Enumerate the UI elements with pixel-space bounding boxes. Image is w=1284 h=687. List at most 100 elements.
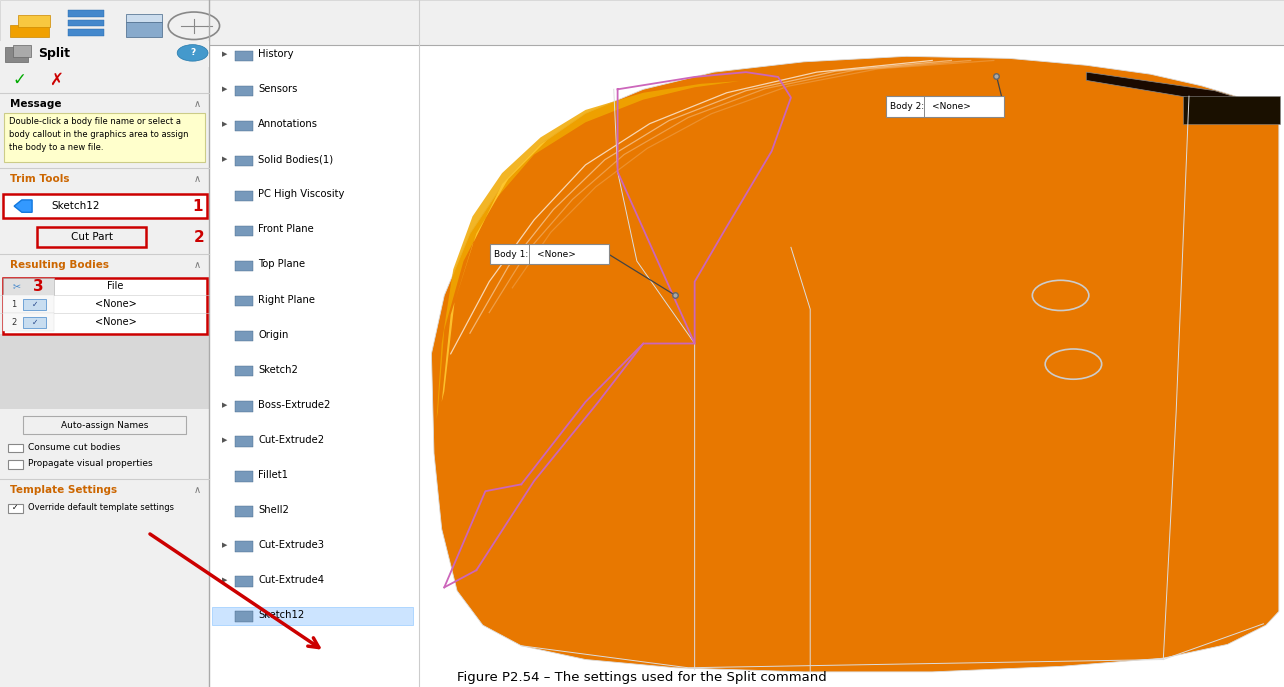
Text: Cut Part: Cut Part bbox=[71, 232, 113, 242]
Bar bbox=[235, 121, 253, 131]
Text: 2: 2 bbox=[12, 317, 17, 327]
Text: ✂: ✂ bbox=[13, 282, 21, 291]
Text: Sketch2: Sketch2 bbox=[258, 365, 298, 374]
Text: Annotations: Annotations bbox=[258, 120, 318, 129]
FancyArrow shape bbox=[14, 200, 32, 212]
Text: History: History bbox=[258, 49, 294, 59]
Text: ▶: ▶ bbox=[222, 87, 227, 92]
Bar bbox=[37, 227, 146, 247]
Text: 2: 2 bbox=[194, 229, 204, 245]
Bar bbox=[235, 331, 253, 341]
Polygon shape bbox=[442, 140, 547, 402]
Text: Boss-Extrude2: Boss-Extrude2 bbox=[258, 400, 330, 409]
Text: Auto-assign Names: Auto-assign Names bbox=[60, 420, 149, 430]
Text: ✓: ✓ bbox=[32, 317, 37, 327]
Bar bbox=[3, 295, 54, 313]
Bar bbox=[235, 611, 253, 622]
Bar bbox=[4, 113, 205, 162]
Bar bbox=[0, 45, 209, 687]
Bar bbox=[68, 29, 104, 36]
Bar bbox=[212, 607, 413, 625]
Bar bbox=[0, 334, 209, 409]
Bar bbox=[209, 45, 419, 687]
Circle shape bbox=[177, 45, 208, 61]
Text: PC High Viscosity: PC High Viscosity bbox=[258, 190, 344, 199]
Bar bbox=[419, 45, 1284, 687]
Text: <None>: <None> bbox=[932, 102, 971, 111]
Text: ∧: ∧ bbox=[194, 174, 202, 183]
Text: Body 1:: Body 1: bbox=[494, 249, 529, 259]
Bar bbox=[886, 96, 1004, 117]
Text: ✓: ✓ bbox=[13, 503, 18, 513]
Text: Resulting Bodies: Resulting Bodies bbox=[10, 260, 109, 270]
Text: Template Settings: Template Settings bbox=[10, 485, 117, 495]
Text: Shell2: Shell2 bbox=[258, 505, 289, 515]
Bar bbox=[126, 14, 162, 22]
Text: ▶: ▶ bbox=[222, 542, 227, 548]
Bar bbox=[235, 471, 253, 482]
Text: <None>: <None> bbox=[95, 317, 136, 327]
Text: ∧: ∧ bbox=[194, 100, 202, 109]
Bar bbox=[3, 278, 207, 334]
Text: Top Plane: Top Plane bbox=[258, 260, 306, 269]
Text: ▶: ▶ bbox=[222, 157, 227, 162]
Text: Sketch12: Sketch12 bbox=[51, 201, 100, 211]
Text: <None>: <None> bbox=[95, 300, 136, 309]
Text: ∧: ∧ bbox=[194, 260, 202, 270]
Bar bbox=[23, 416, 186, 434]
Bar bbox=[235, 296, 253, 306]
Bar bbox=[1183, 96, 1280, 124]
Text: ✗: ✗ bbox=[49, 71, 63, 89]
Bar bbox=[68, 19, 104, 26]
Text: Body 2:: Body 2: bbox=[890, 102, 924, 111]
Text: Split: Split bbox=[39, 47, 71, 60]
Text: Message: Message bbox=[10, 100, 62, 109]
Bar bbox=[235, 156, 253, 166]
Text: Cut-Extrude2: Cut-Extrude2 bbox=[258, 435, 324, 444]
Text: Front Plane: Front Plane bbox=[258, 225, 313, 234]
Text: ✓: ✓ bbox=[32, 300, 37, 309]
Text: ✓: ✓ bbox=[13, 71, 27, 89]
Bar bbox=[235, 506, 253, 517]
Text: Right Plane: Right Plane bbox=[258, 295, 315, 304]
Bar bbox=[235, 226, 253, 236]
Bar bbox=[235, 261, 253, 271]
Bar bbox=[68, 10, 104, 16]
Text: ?: ? bbox=[190, 48, 195, 58]
Bar bbox=[235, 401, 253, 412]
Text: Consume cut bodies: Consume cut bodies bbox=[28, 442, 121, 452]
Bar bbox=[3, 313, 54, 331]
Bar bbox=[23, 317, 46, 328]
Text: Origin: Origin bbox=[258, 330, 289, 339]
Bar bbox=[3, 194, 207, 218]
Text: 1: 1 bbox=[12, 300, 17, 309]
Text: 3: 3 bbox=[33, 279, 44, 294]
Text: Solid Bodies(1): Solid Bodies(1) bbox=[258, 155, 334, 164]
Text: Figure P2.54 – The settings used for the Split command: Figure P2.54 – The settings used for the… bbox=[457, 671, 827, 684]
Bar bbox=[13, 45, 31, 57]
Text: ▶: ▶ bbox=[222, 402, 227, 407]
Bar bbox=[235, 51, 253, 61]
Text: ∧: ∧ bbox=[194, 485, 202, 495]
Bar bbox=[126, 22, 162, 37]
Bar bbox=[8, 504, 23, 513]
Text: 1: 1 bbox=[193, 199, 203, 214]
Bar bbox=[235, 541, 253, 552]
Text: ▶: ▶ bbox=[222, 437, 227, 442]
Bar bbox=[18, 14, 50, 27]
Text: Cut-Extrude4: Cut-Extrude4 bbox=[258, 575, 324, 585]
Bar bbox=[0, 0, 1284, 45]
Text: Propagate visual properties: Propagate visual properties bbox=[28, 459, 153, 469]
Bar bbox=[490, 244, 609, 264]
Text: Sketch12: Sketch12 bbox=[258, 610, 304, 620]
Bar bbox=[3, 278, 54, 295]
Bar bbox=[8, 460, 23, 469]
Text: ▶: ▶ bbox=[222, 577, 227, 583]
Text: Fillet1: Fillet1 bbox=[258, 470, 288, 480]
Polygon shape bbox=[437, 81, 740, 419]
Bar bbox=[23, 299, 46, 310]
Bar bbox=[0, 41, 209, 67]
Text: Double-click a body file name or select a
body callout in the graphics area to a: Double-click a body file name or select … bbox=[9, 117, 189, 153]
Bar bbox=[5, 47, 28, 62]
Bar bbox=[235, 191, 253, 201]
